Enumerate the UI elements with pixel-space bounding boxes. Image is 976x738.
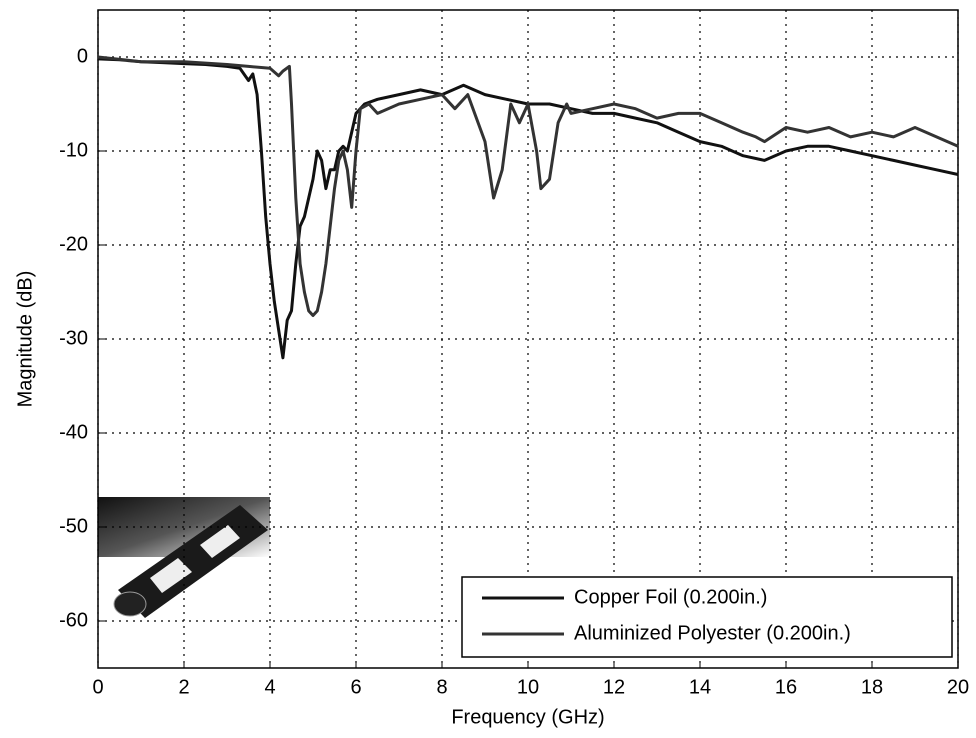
- x-axis-label: Frequency (GHz): [451, 706, 604, 728]
- x-tick-label: 6: [350, 676, 361, 698]
- y-tick-label: -30: [59, 327, 88, 349]
- x-tick-label: 20: [947, 676, 969, 698]
- x-tick-label: 14: [689, 676, 711, 698]
- x-tick-label: 0: [92, 676, 103, 698]
- series-line: [97, 55, 959, 317]
- y-tick-label: -60: [59, 609, 88, 631]
- x-tick-label: 18: [861, 676, 883, 698]
- y-axis-label: Magnitude (dB): [14, 271, 36, 408]
- y-tick-label: -10: [59, 139, 88, 161]
- y-tick-label: -40: [59, 421, 88, 443]
- y-tick-label: -20: [59, 233, 88, 255]
- y-tick-label: 0: [77, 45, 88, 67]
- x-tick-label: 12: [603, 676, 625, 698]
- x-tick-label: 10: [517, 676, 539, 698]
- legend-label: Copper Foil (0.200in.): [574, 586, 767, 608]
- x-tick-label: 8: [436, 676, 447, 698]
- x-tick-label: 4: [264, 676, 275, 698]
- x-tick-label: 16: [775, 676, 797, 698]
- y-tick-label: -50: [59, 515, 88, 537]
- legend-label: Aluminized Polyester (0.200in.): [574, 622, 851, 644]
- x-tick-label: 2: [178, 676, 189, 698]
- plot-frame: [97, 9, 959, 669]
- series-line: [97, 57, 959, 360]
- legend-box: [461, 576, 953, 658]
